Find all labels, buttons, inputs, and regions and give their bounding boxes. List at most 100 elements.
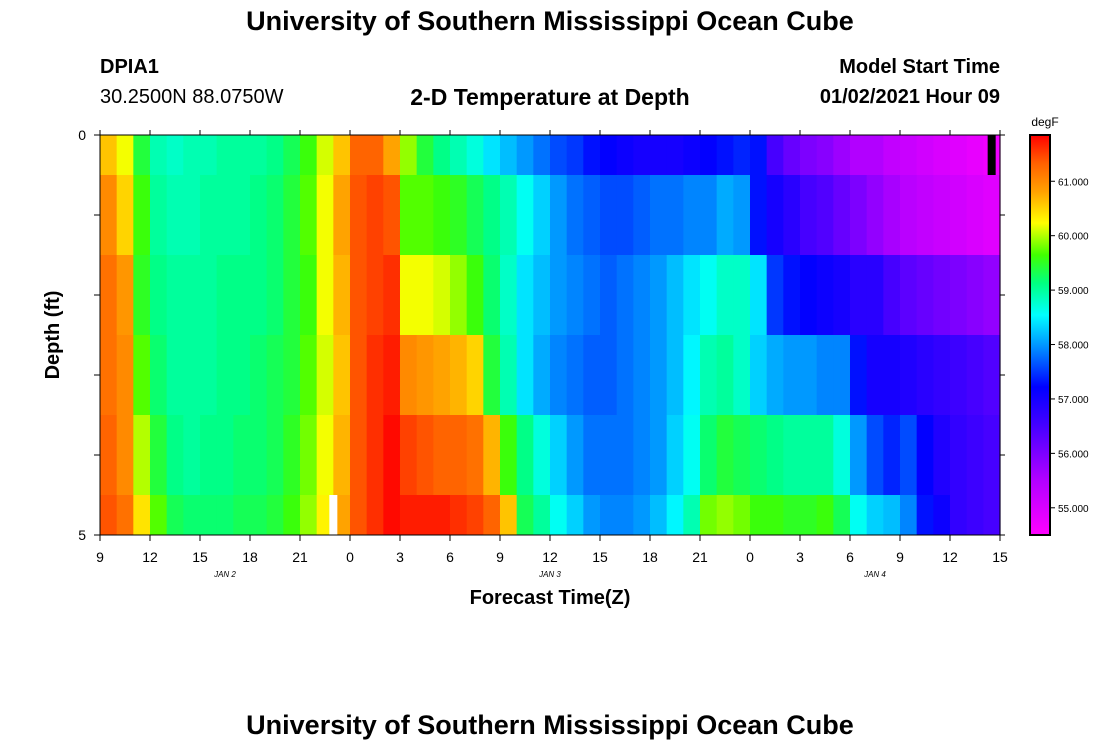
heatmap-cell	[400, 175, 418, 255]
heatmap-cell	[233, 415, 251, 495]
model-start-label: Model Start Time	[839, 56, 1000, 78]
heatmap-cell	[466, 175, 484, 255]
heatmap-cell	[950, 495, 968, 535]
heatmap-cell	[333, 255, 351, 335]
heatmap-cell	[250, 335, 268, 415]
y-tick-label: 0	[78, 127, 86, 143]
heatmap-cell	[566, 335, 584, 415]
heatmap-cell	[283, 135, 301, 175]
heatmap-cell	[533, 495, 551, 535]
heatmap-cell	[666, 495, 684, 535]
heatmap-cell	[616, 255, 634, 335]
heatmap-cell	[433, 175, 451, 255]
heatmap-cell	[600, 135, 618, 175]
heatmap-cell	[650, 255, 668, 335]
heatmap-cell	[766, 175, 784, 255]
heatmap-cell	[816, 335, 834, 415]
heatmap-cell	[933, 335, 951, 415]
heatmap-cell	[366, 255, 384, 335]
date-label: JAN 3	[538, 570, 561, 579]
heatmap-cell	[550, 255, 568, 335]
heatmap-cell	[750, 335, 768, 415]
heatmap-cell	[100, 135, 118, 175]
heatmap-cell	[433, 335, 451, 415]
heatmap-cell	[300, 335, 318, 415]
heatmap-cell	[933, 415, 951, 495]
heatmap-cell	[350, 175, 368, 255]
heatmap-cell	[883, 335, 901, 415]
heatmap-cell	[566, 415, 584, 495]
date-label: JAN 4	[863, 570, 886, 579]
heatmap-cell	[900, 495, 918, 535]
heatmap-cell	[800, 335, 818, 415]
heatmap-cell	[950, 175, 968, 255]
heatmap-cell	[116, 495, 134, 535]
heatmap-cell	[266, 135, 284, 175]
heatmap-cell	[283, 335, 301, 415]
heatmap-cell	[783, 135, 801, 175]
heatmap-cell	[866, 135, 884, 175]
heatmap-cell	[300, 175, 318, 255]
heatmap-cell	[650, 495, 668, 535]
heatmap-cell	[500, 415, 518, 495]
x-tick-label: 6	[446, 549, 454, 565]
heatmap-cell	[733, 255, 751, 335]
heatmap-cell	[416, 255, 434, 335]
heatmap-cell	[800, 135, 818, 175]
heatmap-cell	[233, 335, 251, 415]
heatmap-cell	[450, 255, 468, 335]
heatmap-cell	[900, 135, 918, 175]
heatmap-cell	[150, 135, 168, 175]
heatmap-cell	[166, 255, 184, 335]
heatmap-cell	[916, 335, 934, 415]
colorbar-tick-label: 58.000	[1058, 341, 1089, 352]
heatmap-cell	[666, 335, 684, 415]
heatmap-cell	[583, 495, 601, 535]
heatmap-cell	[350, 135, 368, 175]
heatmap-cell	[250, 135, 268, 175]
heatmap-cell	[383, 495, 401, 535]
heatmap-cell	[133, 335, 151, 415]
y-axis-label: Depth (ft)	[42, 291, 64, 380]
y-tick-label: 5	[78, 527, 86, 543]
heatmap-cell	[333, 415, 351, 495]
heatmap-cell	[550, 415, 568, 495]
heatmap-cell	[116, 175, 134, 255]
heatmap-cell	[600, 175, 618, 255]
heatmap-cell	[150, 255, 168, 335]
heatmap-cell	[450, 135, 468, 175]
heatmap-cell	[316, 135, 334, 175]
heatmap-cell	[416, 495, 434, 535]
heatmap-cells	[100, 135, 1001, 535]
heatmap-cell	[783, 335, 801, 415]
heatmap-cell	[516, 495, 534, 535]
heatmap-cell	[966, 135, 984, 175]
heatmap-cell	[483, 175, 501, 255]
heatmap-cell	[800, 175, 818, 255]
heatmap-cell	[316, 255, 334, 335]
heatmap-cell	[116, 135, 134, 175]
heatmap-cell	[200, 415, 218, 495]
heatmap-cell	[916, 175, 934, 255]
heatmap-cell	[500, 255, 518, 335]
heatmap-cell	[466, 415, 484, 495]
x-tick-label: 15	[192, 549, 208, 565]
heatmap-cell	[650, 415, 668, 495]
heatmap-cell	[216, 335, 234, 415]
heatmap-cell	[766, 495, 784, 535]
heatmap-cell	[583, 135, 601, 175]
heatmap-cell	[316, 335, 334, 415]
heatmap-cell	[966, 335, 984, 415]
heatmap-cell	[216, 495, 234, 535]
x-tick-label: 21	[292, 549, 308, 565]
heatmap-cell	[133, 135, 151, 175]
heatmap-cell	[300, 415, 318, 495]
heatmap-cell	[550, 495, 568, 535]
heatmap-cell	[683, 495, 701, 535]
heatmap-cell	[283, 495, 301, 535]
heatmap-cell	[866, 335, 884, 415]
heatmap-cell	[600, 495, 618, 535]
heatmap-cell	[150, 495, 168, 535]
x-tick-label: 9	[496, 549, 504, 565]
heatmap-cell	[500, 175, 518, 255]
